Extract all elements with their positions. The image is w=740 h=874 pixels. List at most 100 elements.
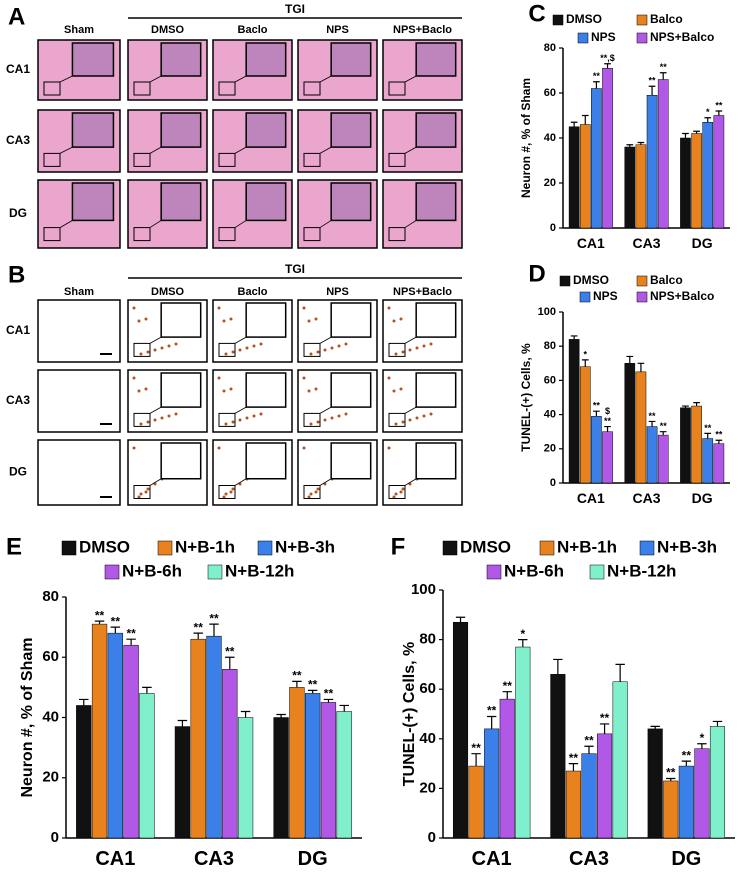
inset-line xyxy=(59,146,73,154)
bar xyxy=(635,144,647,229)
inset xyxy=(330,372,372,408)
y-tick-label: 60 xyxy=(544,374,556,386)
stain-dot xyxy=(224,422,228,426)
x-tick-label: CA3 xyxy=(632,235,660,251)
error-bar xyxy=(682,405,689,408)
bar xyxy=(320,702,337,839)
significance-label: $ xyxy=(605,406,610,416)
legend-label: N+B-3h xyxy=(275,537,335,556)
y-tick-label: 60 xyxy=(419,680,436,697)
inset-line xyxy=(149,220,162,228)
stain-dot xyxy=(323,348,327,352)
stain-dot xyxy=(387,306,391,310)
micrograph xyxy=(297,39,378,101)
stain-dot xyxy=(222,495,226,499)
significance-label: ** xyxy=(292,669,302,683)
stain-dot xyxy=(323,418,327,422)
inset-source xyxy=(218,412,236,427)
inset xyxy=(71,182,115,222)
legend-swatch xyxy=(157,540,173,556)
inset-source xyxy=(218,152,236,167)
stain-dot xyxy=(392,389,396,393)
panel-label: D xyxy=(528,260,545,287)
y-tick-label: 0 xyxy=(428,829,436,846)
stain-dot xyxy=(309,422,313,426)
y-tick-label: 60 xyxy=(544,87,556,99)
stain-dot xyxy=(309,352,313,356)
stain-dot xyxy=(309,492,313,496)
inset-line xyxy=(404,220,417,228)
stain-dot xyxy=(132,376,136,380)
y-tick-label: 20 xyxy=(544,443,556,455)
inset-line xyxy=(319,146,332,154)
inset xyxy=(160,42,202,77)
micrograph xyxy=(382,39,463,101)
inset-line xyxy=(234,336,247,344)
x-tick-label: DG xyxy=(298,848,328,870)
significance-label: ** xyxy=(95,608,105,622)
row-label: CA1 xyxy=(6,62,30,76)
error-bar xyxy=(323,698,334,703)
bar xyxy=(305,693,321,839)
bar xyxy=(713,115,725,229)
y-tick-label: 0 xyxy=(51,829,59,846)
row-label: DG xyxy=(9,206,27,220)
inset-source xyxy=(303,227,321,242)
legend-swatch xyxy=(639,540,655,556)
inset-source xyxy=(218,227,236,242)
legend-label: DMSO xyxy=(460,537,511,556)
column-label: Sham xyxy=(64,24,94,36)
bar xyxy=(657,434,669,484)
stain-dot xyxy=(344,412,348,416)
stain-dot xyxy=(259,412,263,416)
stain-dot xyxy=(167,414,171,418)
inset xyxy=(71,112,115,148)
inset-source xyxy=(133,152,151,167)
significance-label: * xyxy=(700,731,705,745)
inset xyxy=(71,42,115,77)
error-bar xyxy=(715,110,723,116)
error-bar xyxy=(615,663,625,682)
legend-label: N+B-12h xyxy=(225,561,294,580)
bar xyxy=(691,133,702,229)
panel-label: A xyxy=(8,3,25,30)
significance-label: ** xyxy=(649,411,657,421)
inset xyxy=(330,112,372,148)
error-bar xyxy=(584,745,594,754)
column-label: Baclo xyxy=(238,286,268,298)
bar xyxy=(646,95,658,229)
error-bar xyxy=(693,402,700,407)
bar xyxy=(452,621,469,839)
error-bar xyxy=(704,432,712,439)
stain-dot xyxy=(137,495,141,499)
stain-dot xyxy=(394,422,398,426)
inset xyxy=(415,442,457,480)
error-bar xyxy=(110,626,121,634)
inset-line xyxy=(234,146,247,154)
significance-label: ** xyxy=(503,679,513,693)
significance-label: ** xyxy=(704,423,712,433)
y-tick-label: 20 xyxy=(544,177,556,189)
y-tick-label: 40 xyxy=(42,708,59,725)
error-bar xyxy=(502,691,512,700)
stain-dot xyxy=(238,418,242,422)
error-bar xyxy=(593,410,600,417)
stain-dot xyxy=(422,414,426,418)
inset-line xyxy=(404,478,417,486)
group-label: TGI xyxy=(285,262,305,276)
error-bar xyxy=(276,713,286,718)
error-bar xyxy=(626,144,634,147)
significance-label: ** xyxy=(600,711,610,725)
legend-swatch xyxy=(61,540,77,556)
inset xyxy=(245,302,287,338)
stain-dot xyxy=(307,495,311,499)
stain-dot xyxy=(302,446,306,450)
bar xyxy=(107,632,123,839)
stain-dot xyxy=(330,346,334,350)
y-tick-label: 80 xyxy=(544,340,556,352)
legend-label: NPS xyxy=(591,30,616,44)
error-bar xyxy=(126,638,136,646)
significance-label: * xyxy=(584,349,588,359)
inset xyxy=(245,182,287,222)
inset-line xyxy=(149,336,162,344)
